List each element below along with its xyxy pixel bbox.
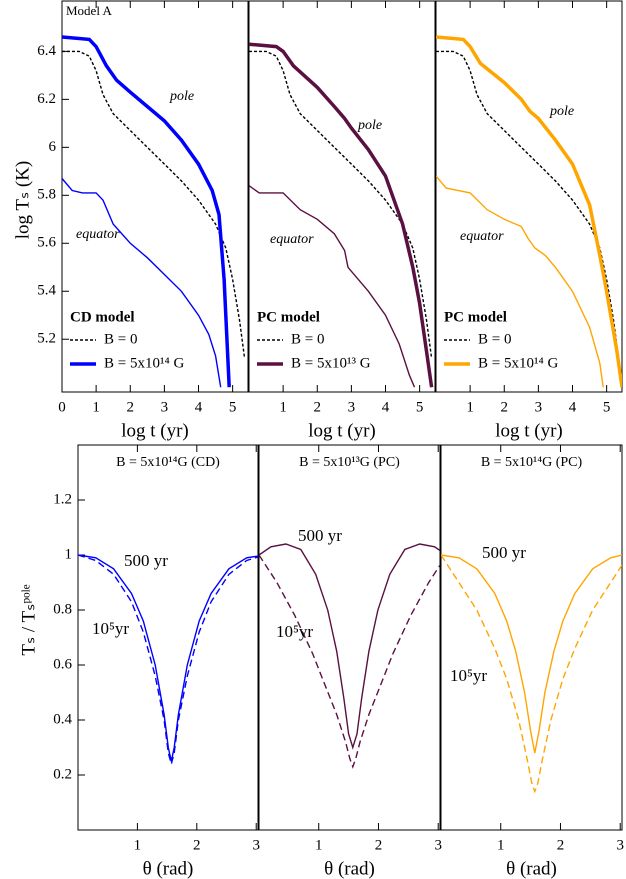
legend-label: B = 0 [478,331,511,347]
plot-frame [435,0,623,393]
data-line [78,554,258,767]
series-label: 500 yr [124,551,168,570]
plot-frame [440,444,623,831]
legend-label: B = 5x10¹⁴ G [104,355,184,371]
series-label: 10⁵yr [276,622,313,641]
y-tick-label: 5.6 [37,235,56,251]
y-tick-label: 1.2 [53,491,72,507]
annotation: equator [460,229,504,244]
legend-label: B = 0 [104,331,137,347]
y-tick-label: 6.2 [37,91,56,107]
x-tick-label: 3 [161,399,169,415]
annotation: pole [169,89,194,104]
data-line [441,554,622,794]
x-tick-label: 4 [382,399,390,415]
x-tick-label: 5 [416,399,424,415]
annotation: equator [270,232,314,247]
y-tick-label: 0.8 [53,601,72,617]
plot-frame [258,444,441,831]
y-tick-label: 5.8 [37,187,56,203]
legend-label: B = 0 [291,331,324,347]
x-tick-label: 0 [58,399,66,415]
plot-frame [77,444,259,831]
panel-title: B = 5x10¹⁴G (CD) [116,455,220,470]
x-axis-label: θ (rad) [143,858,194,879]
x-tick-label: 3 [252,837,260,853]
data-line [62,50,246,359]
x-tick-label: 2 [127,399,135,415]
plot-frame [61,0,249,393]
data-line [249,185,416,388]
x-tick-label: 3 [434,837,442,853]
data-line [249,42,434,388]
data-line [62,178,222,388]
x-tick-label: 5 [603,399,611,415]
panel-title: B = 5x10¹⁴G (PC) [481,455,583,470]
x-tick-label: 2 [557,837,565,853]
y-tick-label: 5.2 [37,331,56,347]
data-line [62,35,231,388]
y-axis-label: log Tₛ (K) [12,161,33,240]
x-tick-label: 2 [314,399,322,415]
plot-frame [248,0,436,393]
y-tick-label: 6.4 [37,43,56,59]
x-tick-label: 1 [315,837,323,853]
x-axis-label: log t (yr) [121,420,189,441]
x-tick-label: 2 [501,399,509,415]
data-line [436,35,622,388]
data-line [436,50,620,359]
legend-title: PC model [444,309,507,325]
data-line [436,175,604,388]
x-axis-label: θ (rad) [506,858,557,879]
panel-title: B = 5x10¹³G (PC) [299,455,400,470]
legend-label: B = 5x10¹⁴ G [478,355,558,371]
y-tick-label: 0.4 [53,711,72,727]
y-tick-label: 0.2 [53,766,72,782]
x-tick-label: 1 [466,399,474,415]
x-tick-label: 4 [569,399,577,415]
x-tick-label: 3 [348,399,356,415]
annotation: pole [357,118,382,133]
x-tick-label: 1 [497,837,505,853]
x-tick-label: 2 [375,837,383,853]
annotation: equator [76,227,120,242]
x-axis-label: θ (rad) [324,858,375,879]
series-label: 10⁵yr [450,666,487,685]
x-tick-label: 4 [195,399,203,415]
series-label: 10⁵yr [92,619,129,638]
x-tick-label: 3 [616,837,624,853]
data-line [249,50,433,359]
x-axis-label: log t (yr) [308,420,376,441]
series-label: 500 yr [298,526,342,545]
data-line [78,554,258,762]
x-tick-label: 2 [193,837,201,853]
legend-title: CD model [70,309,135,325]
y-tick-label: 1 [65,546,73,562]
x-tick-label: 1 [279,399,287,415]
annotation: Model A [66,3,112,18]
data-line [259,543,440,750]
x-tick-label: 1 [92,399,100,415]
x-tick-label: 1 [134,837,142,853]
x-axis-label: log t (yr) [495,420,563,441]
y-axis-label: Tₛ / Tₛᵖᵒˡᵉ [18,584,39,655]
x-tick-label: 5 [229,399,237,415]
y-tick-label: 0.6 [53,656,72,672]
legend-label: B = 5x10¹³ G [291,355,371,371]
data-line [259,554,440,769]
data-line [441,554,622,754]
annotation: pole [549,104,574,119]
y-tick-label: 6 [49,139,57,155]
x-tick-label: 3 [535,399,543,415]
legend-title: PC model [257,309,320,325]
series-label: 500 yr [482,543,526,562]
y-tick-label: 5.4 [37,283,56,299]
